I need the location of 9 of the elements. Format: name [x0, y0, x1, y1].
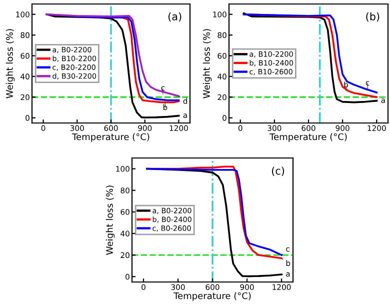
x-axis-title: Temperature (°C) — [174, 292, 251, 301]
y-axis-title: Weight loss (%) — [6, 29, 15, 98]
annotation: (b) — [366, 12, 380, 22]
annotation: (c) — [272, 166, 284, 176]
annotation: (a) — [168, 12, 182, 22]
y-axis-title: Weight loss (%) — [106, 186, 115, 255]
y-axis-title: Weight loss (%) — [202, 29, 212, 98]
x-axis-title: Temperature (°C) — [72, 133, 150, 142]
x-axis-title: Temperature (°C) — [270, 133, 347, 142]
